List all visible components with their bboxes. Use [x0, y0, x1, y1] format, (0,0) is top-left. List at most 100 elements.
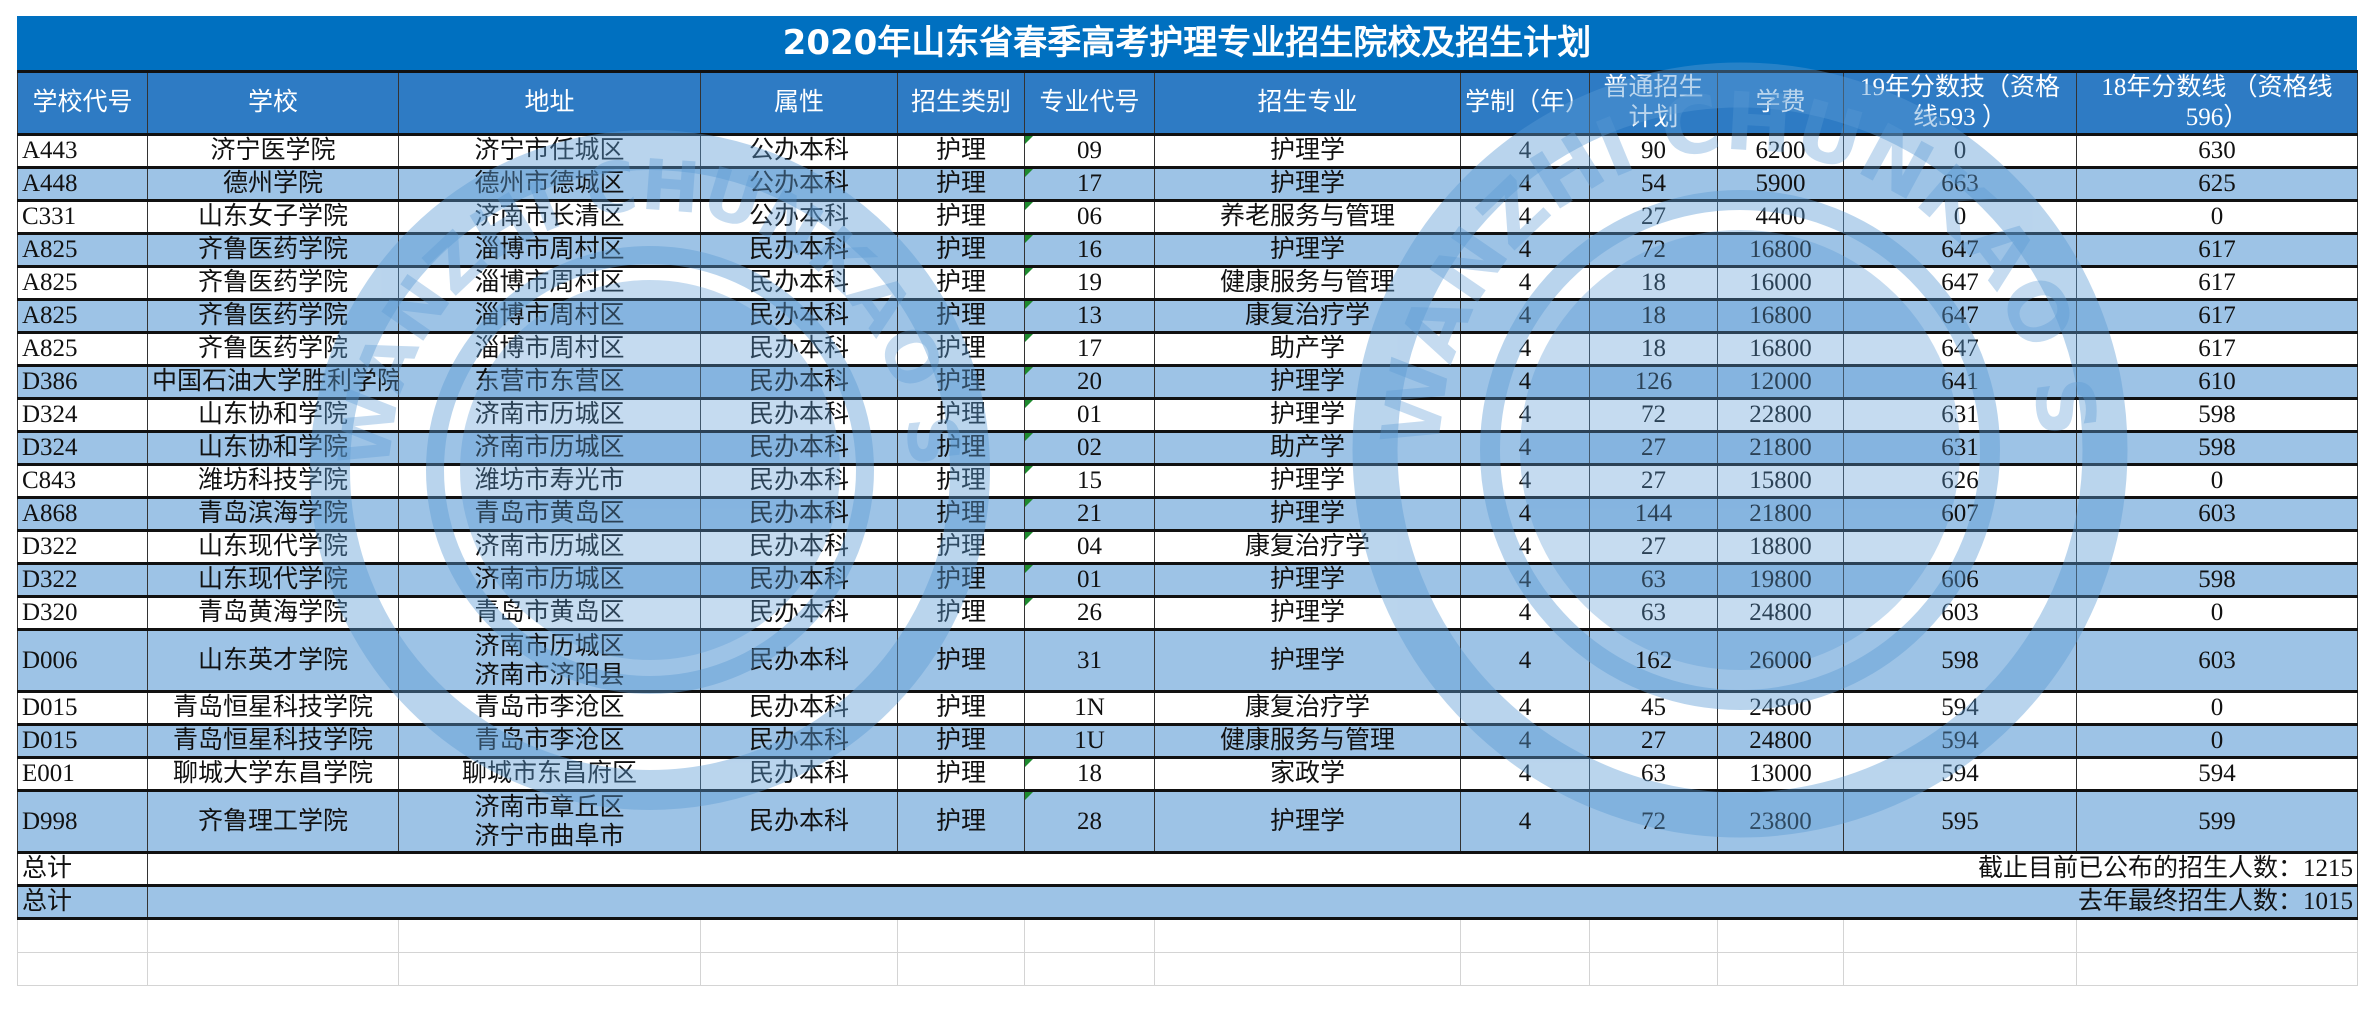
cell-school[interactable]: 齐鲁医药学院 — [147, 331, 399, 367]
cell-plan[interactable]: 72 — [1589, 397, 1718, 433]
cell-plan[interactable]: 63 — [1589, 595, 1718, 631]
cell-school[interactable]: 青岛黄海学院 — [147, 595, 399, 631]
cell-school-code[interactable]: D386 — [17, 364, 148, 400]
cell-school[interactable]: 中国石油大学胜利学院 — [147, 364, 399, 400]
cell-score-2018[interactable]: 603 — [2076, 628, 2358, 693]
cell-school[interactable]: 聊城大学东昌学院 — [147, 756, 399, 792]
cell-ownership[interactable]: 民办本科 — [700, 463, 898, 499]
cell-duration[interactable]: 4 — [1460, 166, 1590, 202]
cell-tuition[interactable]: 16800 — [1717, 298, 1844, 334]
cell-category[interactable]: 护理 — [897, 430, 1025, 466]
cell-plan[interactable]: 90 — [1589, 133, 1718, 169]
cell-tuition[interactable]: 21800 — [1717, 496, 1844, 532]
cell-category[interactable]: 护理 — [897, 133, 1025, 169]
cell-school-code[interactable]: D322 — [17, 529, 148, 565]
cell-school[interactable]: 齐鲁医药学院 — [147, 232, 399, 268]
cell-major[interactable]: 家政学 — [1154, 756, 1461, 792]
cell-school[interactable]: 齐鲁医药学院 — [147, 265, 399, 301]
cell-score-2019[interactable]: 606 — [1843, 562, 2077, 598]
cell-major[interactable]: 护理学 — [1154, 496, 1461, 532]
cell-major-code[interactable]: 04 — [1024, 529, 1155, 565]
cell-tuition[interactable]: 24800 — [1717, 690, 1844, 726]
cell-tuition[interactable]: 5900 — [1717, 166, 1844, 202]
cell-major[interactable]: 护理学 — [1154, 628, 1461, 693]
cell-plan[interactable]: 18 — [1589, 331, 1718, 367]
cell-major-code[interactable]: 16 — [1024, 232, 1155, 268]
cell-tuition[interactable]: 26000 — [1717, 628, 1844, 693]
cell-score-2018[interactable]: 0 — [2076, 199, 2358, 235]
cell-school-code[interactable]: A448 — [17, 166, 148, 202]
cell-school[interactable]: 山东现代学院 — [147, 562, 399, 598]
cell-plan[interactable]: 162 — [1589, 628, 1718, 693]
cell-score-2019[interactable]: 647 — [1843, 265, 2077, 301]
cell-ownership[interactable]: 民办本科 — [700, 723, 898, 759]
cell-major[interactable]: 护理学 — [1154, 595, 1461, 631]
cell-score-2018[interactable]: 617 — [2076, 331, 2358, 367]
empty-cell[interactable] — [1589, 952, 1718, 986]
cell-duration[interactable]: 4 — [1460, 562, 1590, 598]
cell-duration[interactable]: 4 — [1460, 463, 1590, 499]
cell-category[interactable]: 护理 — [897, 232, 1025, 268]
cell-major[interactable]: 护理学 — [1154, 133, 1461, 169]
cell-tuition[interactable]: 12000 — [1717, 364, 1844, 400]
cell-category[interactable]: 护理 — [897, 756, 1025, 792]
cell-tuition[interactable]: 16800 — [1717, 331, 1844, 367]
cell-plan[interactable]: 27 — [1589, 463, 1718, 499]
cell-category[interactable]: 护理 — [897, 265, 1025, 301]
cell-tuition[interactable]: 13000 — [1717, 756, 1844, 792]
cell-address[interactable]: 济南市历城区 — [398, 529, 701, 565]
cell-address[interactable]: 青岛市黄岛区 — [398, 595, 701, 631]
cell-score-2018[interactable]: 598 — [2076, 562, 2358, 598]
cell-school-code[interactable]: A825 — [17, 232, 148, 268]
cell-plan[interactable]: 72 — [1589, 789, 1718, 854]
cell-school-code[interactable]: C331 — [17, 199, 148, 235]
empty-cell[interactable] — [17, 952, 148, 986]
cell-ownership[interactable]: 民办本科 — [700, 298, 898, 334]
cell-school-code[interactable]: D324 — [17, 397, 148, 433]
empty-cell[interactable] — [700, 918, 898, 953]
cell-school-code[interactable]: D015 — [17, 690, 148, 726]
cell-duration[interactable]: 4 — [1460, 430, 1590, 466]
cell-major-code[interactable]: 15 — [1024, 463, 1155, 499]
cell-school[interactable]: 山东协和学院 — [147, 430, 399, 466]
cell-score-2019[interactable]: 598 — [1843, 628, 2077, 693]
cell-plan[interactable]: 18 — [1589, 265, 1718, 301]
cell-score-2019[interactable] — [1843, 529, 2077, 565]
cell-major-code[interactable]: 06 — [1024, 199, 1155, 235]
cell-plan[interactable]: 126 — [1589, 364, 1718, 400]
cell-plan[interactable]: 27 — [1589, 529, 1718, 565]
cell-school-code[interactable]: A825 — [17, 331, 148, 367]
cell-tuition[interactable]: 24800 — [1717, 595, 1844, 631]
cell-tuition[interactable]: 16000 — [1717, 265, 1844, 301]
cell-ownership[interactable]: 民办本科 — [700, 789, 898, 854]
cell-address[interactable]: 潍坊市寿光市 — [398, 463, 701, 499]
cell-score-2018[interactable]: 617 — [2076, 298, 2358, 334]
cell-school-code[interactable]: D006 — [17, 628, 148, 693]
cell-school-code[interactable]: D998 — [17, 789, 148, 854]
cell-category[interactable]: 护理 — [897, 364, 1025, 400]
empty-cell[interactable] — [1154, 918, 1461, 953]
cell-ownership[interactable]: 民办本科 — [700, 529, 898, 565]
cell-ownership[interactable]: 民办本科 — [700, 595, 898, 631]
empty-cell[interactable] — [1589, 918, 1718, 953]
cell-address[interactable]: 淄博市周村区 — [398, 331, 701, 367]
empty-cell[interactable] — [897, 952, 1025, 986]
cell-major-code[interactable]: 1U — [1024, 723, 1155, 759]
cell-score-2019[interactable]: 663 — [1843, 166, 2077, 202]
cell-score-2019[interactable]: 594 — [1843, 723, 2077, 759]
cell-ownership[interactable]: 民办本科 — [700, 397, 898, 433]
cell-tuition[interactable]: 16800 — [1717, 232, 1844, 268]
cell-school-code[interactable]: D324 — [17, 430, 148, 466]
empty-cell[interactable] — [1843, 918, 2077, 953]
empty-cell[interactable] — [1717, 952, 1844, 986]
cell-score-2019[interactable]: 626 — [1843, 463, 2077, 499]
cell-ownership[interactable]: 公办本科 — [700, 133, 898, 169]
empty-cell[interactable] — [398, 952, 701, 986]
cell-score-2018[interactable]: 599 — [2076, 789, 2358, 854]
cell-category[interactable]: 护理 — [897, 595, 1025, 631]
cell-school-code[interactable]: D322 — [17, 562, 148, 598]
cell-school-code[interactable]: D320 — [17, 595, 148, 631]
cell-tuition[interactable]: 15800 — [1717, 463, 1844, 499]
cell-category[interactable]: 护理 — [897, 166, 1025, 202]
empty-cell[interactable] — [1843, 952, 2077, 986]
